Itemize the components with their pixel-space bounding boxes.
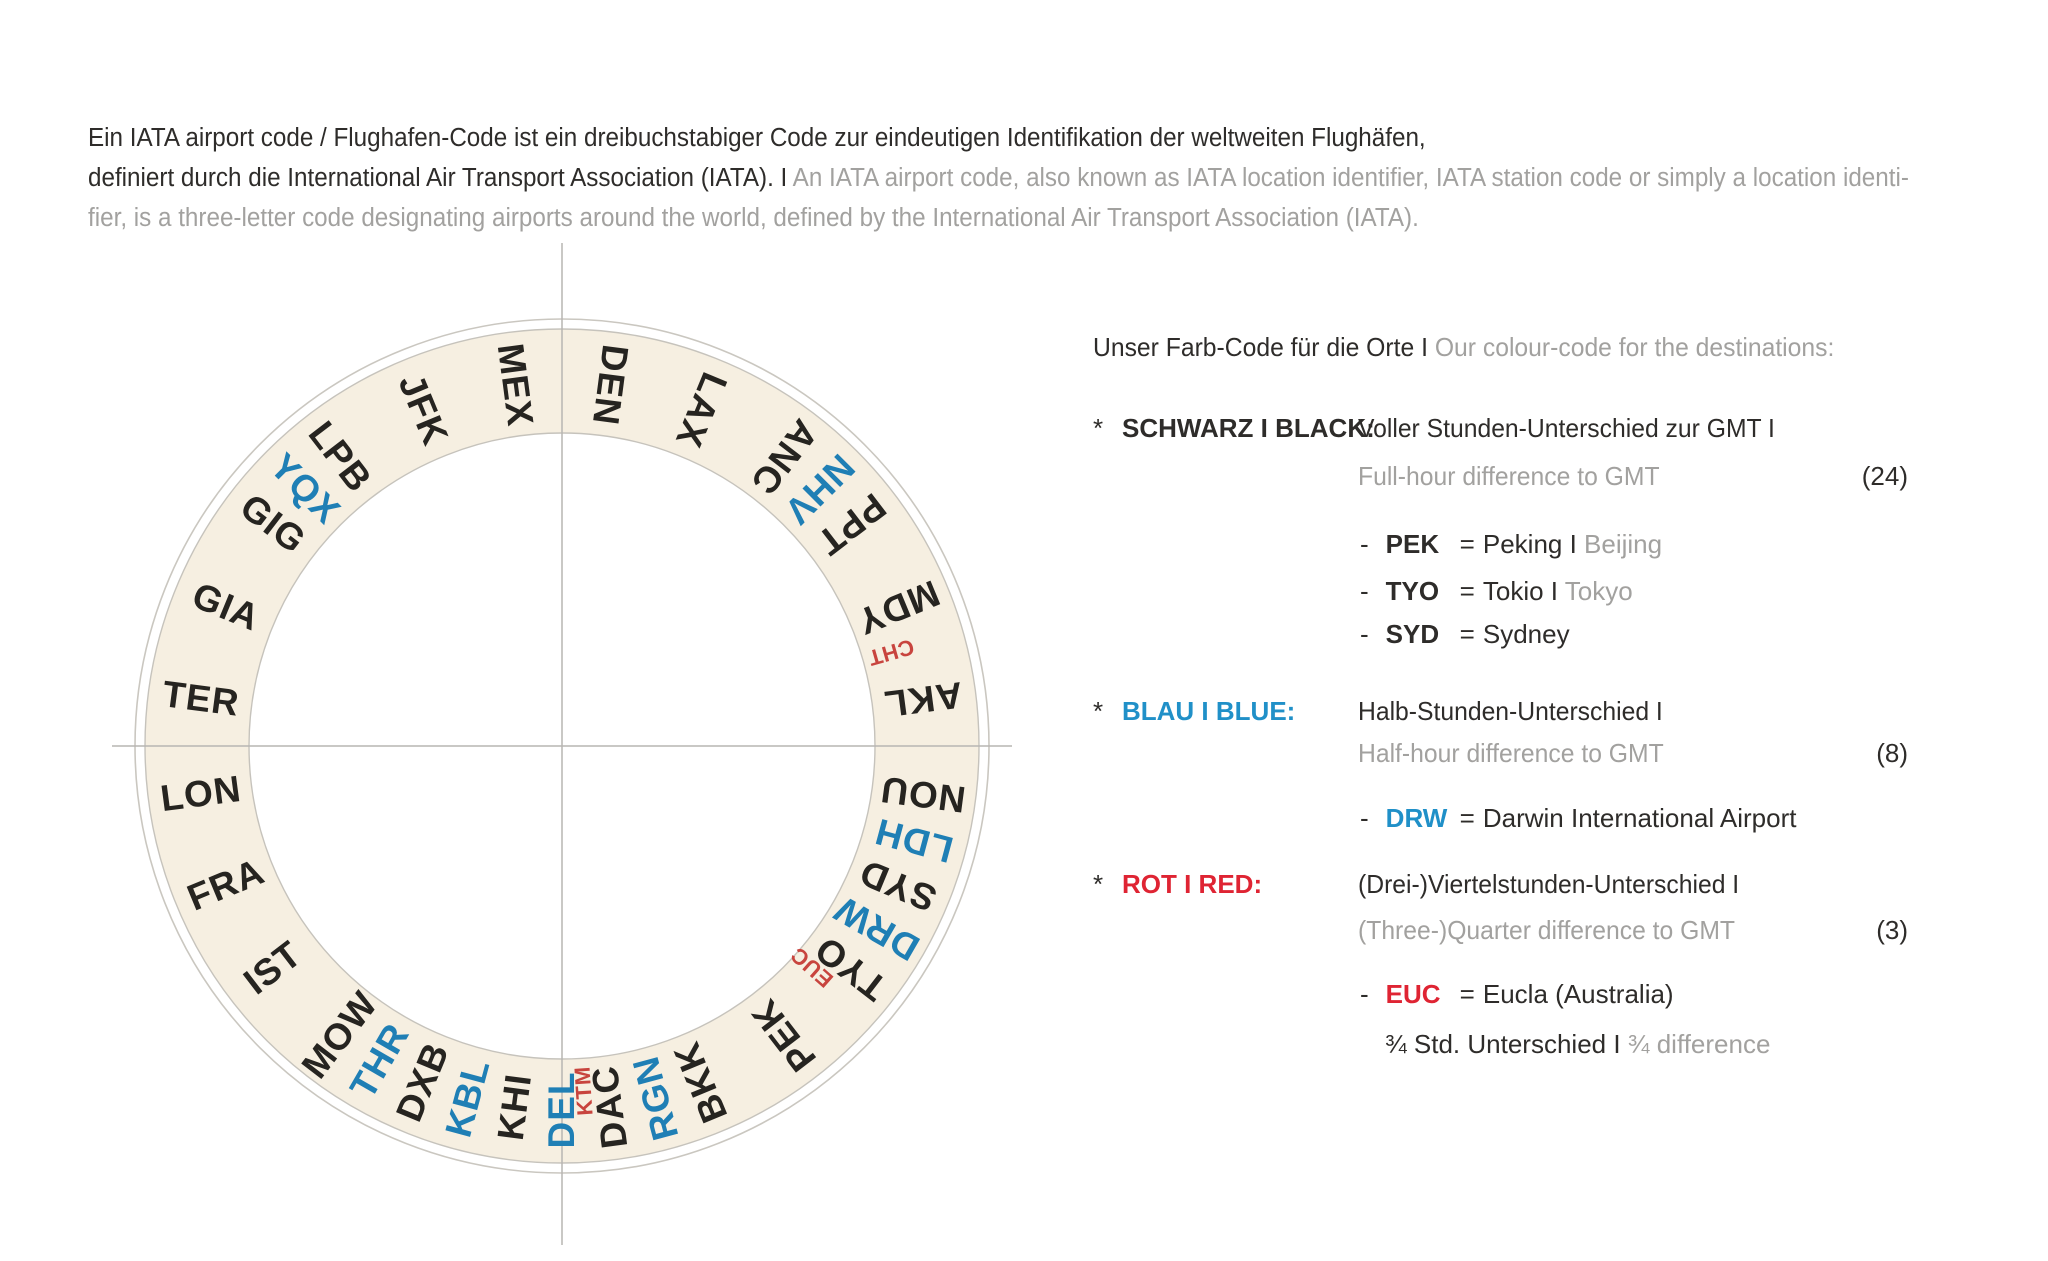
intro-line3-text: fier, is a three-letter code designating…: [88, 204, 1419, 232]
asterisk: *: [1093, 869, 1104, 899]
legend-item-drw: - DRW = Darwin International Airport: [1360, 802, 1796, 834]
legend-item-tyo-code: TYO: [1385, 576, 1440, 606]
legend-item-drw-code: DRW: [1385, 803, 1448, 833]
equals-sign: =: [1459, 979, 1475, 1009]
legend-title: Unser Farb-Code für die Orte I Our colou…: [1093, 331, 1873, 363]
legend-desc-red-de: (Drei-)Viertelstunden-Unterschied I: [1358, 869, 1740, 899]
ring-code-khi: KHI: [489, 1071, 539, 1143]
legend-item-euc-code: EUC: [1385, 979, 1441, 1009]
legend-desc-black-en: Full-hour difference to GMT: [1358, 461, 1660, 491]
legend-item-syd: - SYD = Sydney: [1360, 618, 1570, 650]
legend-title-english: Our colour-code for the destinations:: [1434, 332, 1835, 362]
legend-item-syd-name: Sydney: [1482, 619, 1570, 649]
legend-desc-black-de: Voller Stunden-Unterschied zur GMT I: [1358, 413, 1775, 443]
intro-line2-english: An IATA airport code, also known as IATA…: [792, 164, 1909, 192]
asterisk: *: [1093, 413, 1104, 443]
legend-count-red: (3): [1876, 915, 1908, 945]
legend-desc-blue-en: Half-hour difference to GMT: [1358, 738, 1664, 768]
legend-label-black: * SCHWARZ I BLACK:: [1093, 412, 1375, 444]
bullet-dash: -: [1360, 576, 1369, 606]
bullet-dash: -: [1360, 619, 1369, 649]
legend-label-blue-text: BLAU I BLUE:: [1122, 696, 1296, 726]
legend-label-red: * ROT I RED:: [1093, 868, 1262, 900]
legend-item-tyo-name: Tokio I: [1482, 576, 1565, 606]
equals-sign: =: [1459, 529, 1475, 559]
intro-line1-text: Ein IATA airport code / Flughafen-Code i…: [88, 124, 1426, 152]
legend-count-blue: (8): [1876, 738, 1908, 768]
legend-item-euc-name: Eucla (Australia): [1482, 979, 1674, 1009]
legend-item-tyo-name-en: Tokyo: [1564, 576, 1633, 606]
intro-line-2: definiert durch die International Air Tr…: [88, 158, 1909, 198]
bullet-dash: -: [1360, 529, 1369, 559]
legend-label-blue: * BLAU I BLUE:: [1093, 695, 1295, 727]
intro-line-3: fier, is a three-letter code designating…: [88, 198, 1909, 238]
legend-item-drw-name: Darwin International Airport: [1482, 803, 1797, 833]
legend-item-euc: - EUC = Eucla (Australia): [1360, 978, 1674, 1010]
legend-label-black-text: SCHWARZ I BLACK:: [1122, 413, 1375, 443]
asterisk: *: [1093, 696, 1104, 726]
equals-sign: =: [1459, 619, 1475, 649]
bullet-dash: -: [1360, 979, 1369, 1009]
legend-item-pek: - PEK = Peking I Beijing: [1360, 528, 1662, 560]
legend-label-red-text: ROT I RED:: [1122, 869, 1263, 899]
intro-paragraph: Ein IATA airport code / Flughafen-Code i…: [88, 118, 2005, 238]
legend-item-syd-code: SYD: [1385, 619, 1440, 649]
legend-count-black: (24): [1861, 461, 1908, 491]
legend-note-quarter: ¾ Std. Unterschied I ¾ difference: [1385, 1028, 1770, 1060]
bullet-dash: -: [1360, 803, 1369, 833]
legend-item-pek-name-en: Beijing: [1584, 529, 1663, 559]
equals-sign: =: [1459, 803, 1475, 833]
legend-note-german: ¾ Std. Unterschied I: [1385, 1029, 1628, 1059]
legend-desc-blue-de: Halb-Stunden-Unterschied I: [1358, 696, 1663, 726]
legend-item-pek-code: PEK: [1385, 529, 1440, 559]
intro-line2-german: definiert durch die International Air Tr…: [88, 164, 793, 192]
legend-item-tyo: - TYO = Tokio I Tokyo: [1360, 575, 1633, 607]
legend-note-english: ¾ difference: [1627, 1029, 1771, 1059]
legend-title-german: Unser Farb-Code für die Orte I: [1093, 332, 1435, 362]
intro-line-1: Ein IATA airport code / Flughafen-Code i…: [88, 118, 1909, 158]
legend-item-pek-name: Peking I: [1482, 529, 1585, 559]
equals-sign: =: [1459, 576, 1475, 606]
legend-desc-red-en: (Three-)Quarter difference to GMT: [1358, 915, 1736, 945]
ring-code-del: DEL: [541, 1071, 582, 1149]
